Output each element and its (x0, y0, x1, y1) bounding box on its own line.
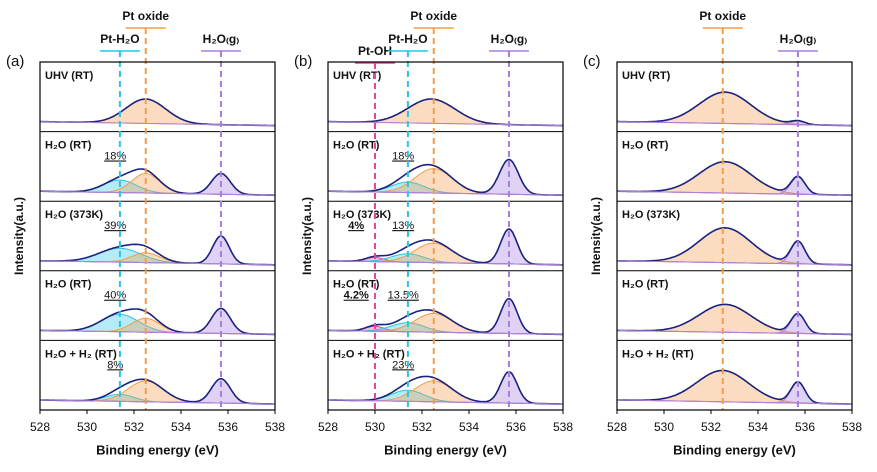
row-label: H₂O (373K) (45, 209, 103, 221)
reference-label: Pt oxide (410, 9, 457, 23)
percent-label: 8% (107, 359, 123, 371)
envelope (617, 160, 852, 196)
percent-label: 18% (392, 151, 414, 163)
reference-label: Pt-H₂O (388, 32, 427, 46)
component-peak (616, 91, 853, 127)
percent-label: 13.5% (388, 290, 419, 302)
x-tick-label: 532 (701, 420, 721, 434)
reference-label: Pt oxide (699, 9, 746, 23)
x-tick-label: 530 (365, 420, 385, 434)
x-tick-label: 536 (218, 420, 238, 434)
row-label: UHV (RT) (45, 70, 94, 82)
row-label: H₂O (373K) (333, 209, 391, 221)
percent-label: 39% (104, 220, 126, 232)
x-tick-label: 528 (318, 420, 338, 434)
baseline (616, 121, 853, 127)
percent-label: 23% (392, 359, 414, 371)
x-tick-label: 538 (842, 420, 862, 434)
x-tick-label: 538 (265, 420, 285, 434)
row-label: UHV (RT) (622, 70, 671, 82)
row-label: H₂O (RT) (622, 279, 669, 291)
percent-label: 4% (348, 220, 364, 232)
baseline (39, 121, 276, 127)
panel-label: (c) (583, 53, 601, 70)
y-axis-label: Intensity(a.u.) (589, 197, 603, 275)
baseline (327, 399, 564, 405)
reference-label: Pt-H₂O (100, 32, 139, 46)
x-tick-label: 536 (506, 420, 526, 434)
x-tick-label: 530 (77, 420, 97, 434)
x-tick-label: 534 (171, 420, 191, 434)
y-axis-label: Intensity(a.u.) (300, 197, 314, 275)
reference-label: Pt oxide (122, 9, 169, 23)
x-axis-label: Binding energy (eV) (96, 442, 219, 457)
baseline (327, 260, 564, 266)
x-tick-label: 528 (30, 420, 50, 434)
baseline (616, 399, 853, 405)
baseline (616, 329, 853, 335)
baseline (39, 190, 276, 196)
envelope (40, 168, 275, 196)
x-tick-label: 532 (412, 420, 432, 434)
row-label: H₂O (RT) (622, 140, 669, 152)
x-tick-label: 538 (553, 420, 573, 434)
envelope (617, 369, 852, 405)
baseline (327, 190, 564, 196)
percent-label: 18% (104, 151, 126, 163)
percent-label: 40% (104, 290, 126, 302)
baseline (616, 190, 853, 196)
baseline (39, 399, 276, 405)
component-peak (616, 227, 853, 266)
percent-label: 4.2% (344, 290, 369, 302)
x-tick-label: 536 (795, 420, 815, 434)
x-axis-label: Binding energy (eV) (673, 442, 796, 457)
envelope (328, 158, 563, 196)
panel-label: (a) (6, 53, 24, 70)
plot-frame (39, 61, 276, 411)
x-axis-label: Binding energy (eV) (384, 442, 507, 457)
x-tick-label: 534 (748, 420, 768, 434)
envelope (40, 307, 275, 336)
row-label: H₂O (RT) (45, 140, 92, 152)
envelope (617, 226, 852, 266)
row-label: UHV (RT) (333, 70, 382, 82)
row-label: H₂O (RT) (45, 279, 92, 291)
x-tick-label: 528 (607, 420, 627, 434)
reference-label: H₂O₍g₎ (491, 32, 528, 46)
row-label: H₂O + H₂ (RT) (45, 348, 117, 360)
plot-frame (616, 61, 853, 411)
row-label: H₂O (RT) (333, 279, 380, 291)
envelope (617, 303, 852, 336)
component-peak (616, 370, 853, 405)
baseline (327, 329, 564, 335)
x-tick-label: 532 (124, 420, 144, 434)
envelope (328, 370, 563, 405)
baseline (39, 260, 276, 266)
row-label: H₂O + H₂ (RT) (333, 348, 405, 360)
row-label: H₂O (RT) (333, 140, 380, 152)
x-tick-label: 534 (459, 420, 479, 434)
component-peak (616, 161, 853, 196)
panel-label: (b) (294, 53, 312, 70)
reference-label: H₂O₍g₎ (203, 32, 240, 46)
envelope (40, 235, 275, 266)
x-tick-label: 530 (654, 420, 674, 434)
plot-frame (327, 61, 564, 411)
baseline (39, 329, 276, 335)
baseline (327, 121, 564, 127)
envelope (328, 228, 563, 266)
reference-label: Pt-OH (358, 44, 392, 58)
reference-label: H₂O₍g₎ (780, 32, 817, 46)
envelope (328, 297, 563, 336)
row-label: H₂O (373K) (622, 209, 680, 221)
percent-label: 13% (392, 220, 414, 232)
y-axis-label: Intensity(a.u.) (12, 197, 26, 275)
row-label: H₂O + H₂ (RT) (622, 348, 694, 360)
baseline (616, 260, 853, 266)
